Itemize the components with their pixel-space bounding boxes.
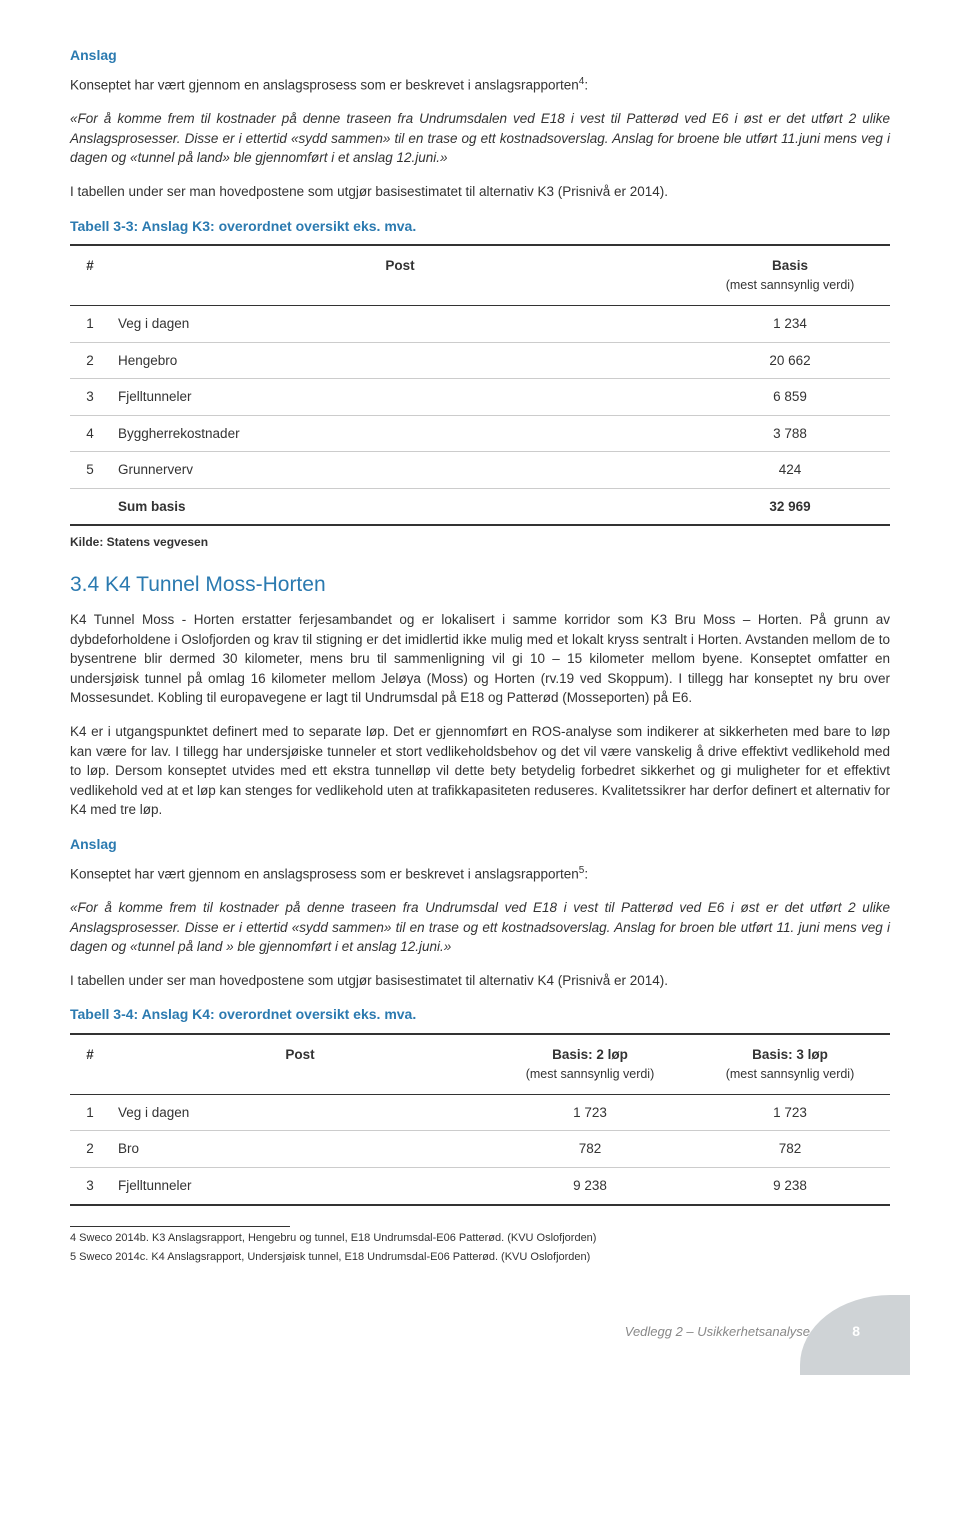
footer-page-number: 8: [852, 1321, 860, 1341]
table34-head-b2-sub: (mest sannsynlig verdi): [526, 1067, 655, 1081]
table-row: 4 Byggherrekostnader 3 788: [70, 415, 890, 452]
anslag2-p2: I tabellen under ser man hovedpostene so…: [70, 971, 890, 991]
cell-num: 1: [70, 306, 110, 343]
cell-v3: 9 238: [690, 1168, 890, 1205]
cell-val: 20 662: [690, 342, 890, 379]
cell-post: Byggherrekostnader: [110, 415, 690, 452]
table33-kilde: Kilde: Statens vegvesen: [70, 534, 890, 551]
heading-anslag-1: Anslag: [70, 45, 890, 65]
table34: # Post Basis: 2 løp (mest sannsynlig ver…: [70, 1033, 890, 1206]
heading-anslag-2: Anslag: [70, 834, 890, 854]
cell-num: 3: [70, 1168, 110, 1205]
table-row: 3 Fjelltunneler 6 859: [70, 379, 890, 416]
cell-val: 3 788: [690, 415, 890, 452]
footnotes-divider: [70, 1226, 290, 1227]
section34-heading: 3.4 K4 Tunnel Moss-Horten: [70, 570, 890, 600]
cell-val: 424: [690, 452, 890, 489]
table33-head-basis-label: Basis: [772, 258, 808, 273]
table33-sum-row: Sum basis 32 969: [70, 488, 890, 525]
table34-caption: Tabell 3-4: Anslag K4: overordnet oversi…: [70, 1004, 890, 1024]
table33-sum-val: 32 969: [690, 488, 890, 525]
page-footer: Vedlegg 2 – Usikkerhetsanalyse 8: [70, 1305, 890, 1355]
table33-caption: Tabell 3-3: Anslag K3: overordnet oversi…: [70, 216, 890, 236]
cell-num: 5: [70, 452, 110, 489]
table34-head-post: Post: [110, 1034, 490, 1095]
table-row: 3 Fjelltunneler 9 238 9 238: [70, 1168, 890, 1205]
cell-num: 1: [70, 1094, 110, 1131]
cell-v2: 9 238: [490, 1168, 690, 1205]
table34-head-b2-label: Basis: 2 løp: [552, 1047, 628, 1062]
table-row: 1 Veg i dagen 1 234: [70, 306, 890, 343]
table-row: 5 Grunnerverv 424: [70, 452, 890, 489]
anslag2-intro: Konseptet har vært gjennom en anslagspro…: [70, 864, 890, 884]
anslag1-intro: Konseptet har vært gjennom en anslagspro…: [70, 75, 890, 95]
section34-p1: K4 Tunnel Moss - Horten erstatter ferjes…: [70, 610, 890, 708]
cell-post: Grunnerverv: [110, 452, 690, 489]
cell-num: 2: [70, 1131, 110, 1168]
footer-text: Vedlegg 2 – Usikkerhetsanalyse: [625, 1323, 810, 1342]
cell-val: 6 859: [690, 379, 890, 416]
table33: # Post Basis (mest sannsynlig verdi) 1 V…: [70, 244, 890, 527]
anslag2-intro-b: :: [584, 867, 588, 882]
cell-v2: 1 723: [490, 1094, 690, 1131]
cell-v3: 1 723: [690, 1094, 890, 1131]
cell-val: 1 234: [690, 306, 890, 343]
table34-head-b3-label: Basis: 3 løp: [752, 1047, 828, 1062]
footnote-4: 4 Sweco 2014b. K3 Anslagsrapport, Hengeb…: [70, 1231, 890, 1246]
table-row: 1 Veg i dagen 1 723 1 723: [70, 1094, 890, 1131]
table33-head-basis-sub: (mest sannsynlig verdi): [726, 278, 855, 292]
table33-head-post: Post: [110, 245, 690, 306]
anslag1-quote: «For å komme frem til kostnader på denne…: [70, 109, 890, 168]
table34-head-num: #: [70, 1034, 110, 1095]
anslag2-quote: «For å komme frem til kostnader på denne…: [70, 898, 890, 957]
table34-head-b2: Basis: 2 løp (mest sannsynlig verdi): [490, 1034, 690, 1095]
table-row: 2 Bro 782 782: [70, 1131, 890, 1168]
cell-post: Veg i dagen: [110, 306, 690, 343]
cell-post: Bro: [110, 1131, 490, 1168]
cell-num: 4: [70, 415, 110, 452]
cell-post: Veg i dagen: [110, 1094, 490, 1131]
anslag1-p2: I tabellen under ser man hovedpostene so…: [70, 182, 890, 202]
cell-post: Fjelltunneler: [110, 1168, 490, 1205]
anslag1-intro-b: :: [584, 78, 588, 93]
table33-sum-label: Sum basis: [110, 488, 690, 525]
footnote-5: 5 Sweco 2014c. K4 Anslagsrapport, Unders…: [70, 1250, 890, 1265]
cell-post: Fjelltunneler: [110, 379, 690, 416]
table33-head-num: #: [70, 245, 110, 306]
cell-num: 2: [70, 342, 110, 379]
section34-p2: K4 er i utgangspunktet definert med to s…: [70, 722, 890, 820]
cell-v3: 782: [690, 1131, 890, 1168]
anslag1-intro-a: Konseptet har vært gjennom en anslagspro…: [70, 78, 579, 93]
table-row: 2 Hengebro 20 662: [70, 342, 890, 379]
table33-head-basis: Basis (mest sannsynlig verdi): [690, 245, 890, 306]
anslag2-intro-a: Konseptet har vært gjennom en anslagspro…: [70, 867, 579, 882]
cell-v2: 782: [490, 1131, 690, 1168]
cell-post: Hengebro: [110, 342, 690, 379]
table34-head-b3: Basis: 3 løp (mest sannsynlig verdi): [690, 1034, 890, 1095]
table34-head-b3-sub: (mest sannsynlig verdi): [726, 1067, 855, 1081]
cell-num: 3: [70, 379, 110, 416]
